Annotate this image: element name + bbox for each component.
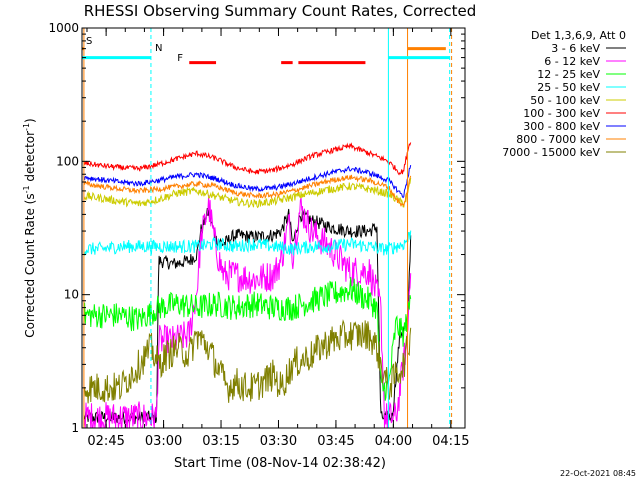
y-axis: 1 10 100 1000 — [48, 21, 465, 435]
y-axis-label-sup1: -1 — [22, 185, 31, 193]
series-line — [83, 174, 412, 208]
series-line — [83, 177, 412, 209]
y-tick-label: 1000 — [48, 21, 79, 35]
series-line — [83, 194, 412, 428]
series-line — [83, 230, 412, 256]
legend-entry-label: 300 - 800 keV — [523, 120, 600, 133]
legend-entry-label: 50 - 100 keV — [530, 94, 600, 107]
legend-entry-label: 6 - 12 keV — [544, 55, 600, 68]
y-axis-label-main: Corrected Count Rate (s — [23, 193, 37, 337]
footer-timestamp: 22-Oct-2021 08:45 — [560, 469, 636, 478]
y-tick-label: 100 — [56, 154, 79, 168]
plot-frame — [81, 27, 466, 429]
x-axis-label: Start Time (08-Nov-14 02:38:42) — [174, 456, 386, 471]
annotation-layer: S N F — [82, 28, 453, 428]
y-tick-label: 10 — [64, 288, 79, 302]
x-axis: 02:45 03:00 03:15 03:30 03:45 04:00 04:15 — [86, 28, 470, 449]
x-tick-label: 02:45 — [87, 434, 124, 449]
series-line — [83, 164, 412, 199]
y-axis-label: Corrected Count Rate (s-1 detector-1) — [22, 118, 37, 337]
y-axis-label-mid: detector — [23, 131, 37, 186]
x-tick-label: 03:45 — [317, 434, 354, 449]
flare-label: F — [177, 53, 183, 64]
x-tick-label: 04:00 — [375, 434, 412, 449]
y-axis-label-end: ) — [23, 118, 37, 123]
x-tick-label: 03:00 — [145, 434, 182, 449]
legend-entry-label: 800 - 7000 keV — [516, 133, 600, 146]
series-layer — [83, 142, 412, 428]
series-line — [83, 142, 412, 176]
x-tick-label: 03:30 — [260, 434, 297, 449]
legend-entry-label: 25 - 50 keV — [537, 81, 600, 94]
x-tick-label: 03:15 — [202, 434, 239, 449]
legend-entry-label: 7000 - 15000 keV — [502, 146, 600, 159]
legend-entry-label: 12 - 25 keV — [537, 68, 600, 81]
chart-title: RHESSI Observing Summary Count Rates, Co… — [84, 2, 477, 20]
series-line — [83, 319, 412, 404]
y-tick-label: 1 — [71, 421, 79, 435]
y-axis-label-sup2: -1 — [22, 123, 31, 131]
x-tick-label: 04:15 — [432, 434, 469, 449]
legend-title: Det 1,3,6,9, Att 0 — [531, 29, 626, 42]
series-line — [83, 277, 412, 401]
saa-label: S — [86, 36, 92, 47]
night-label: N — [155, 43, 162, 54]
legend-entry-label: 3 - 6 keV — [551, 42, 600, 55]
legend-entry-label: 100 - 300 keV — [523, 107, 600, 120]
